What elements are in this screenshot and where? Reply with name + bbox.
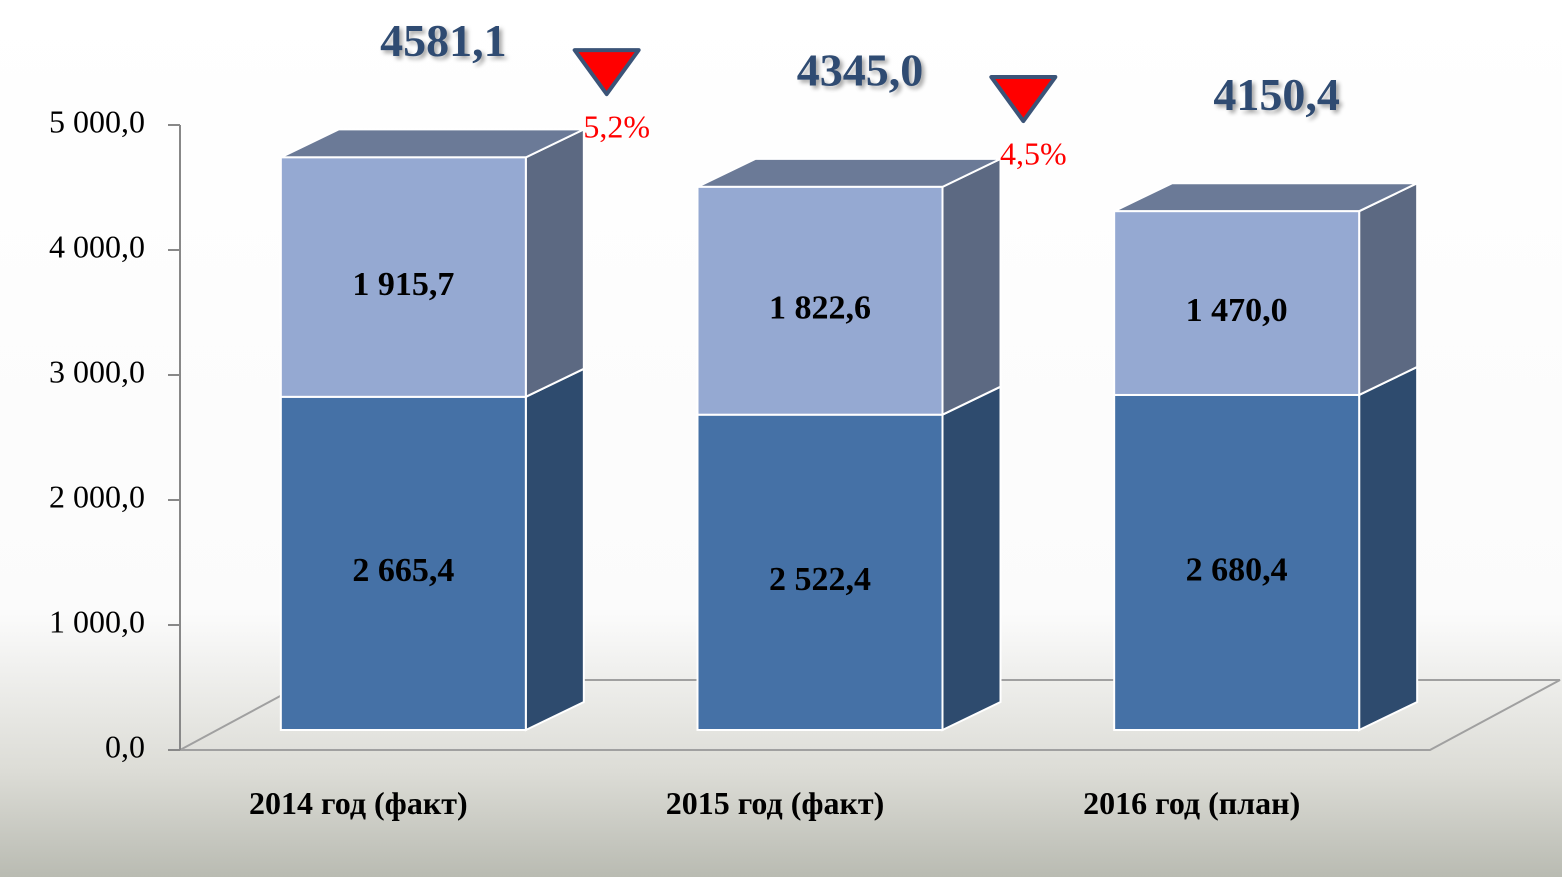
floor [179,679,1561,751]
bar [1113,210,1361,396]
x-tick-label: 2015 год (факт) [665,785,885,821]
bar [1113,393,1361,731]
y-tick-label: 0,0 [105,728,145,764]
total-label: 4345,0 [797,44,924,95]
bar-side [941,157,1002,417]
x-tick-label: 2014 год (факт) [249,785,468,821]
y-tick-label: 3 000,0 [49,353,145,389]
bar-side [524,367,585,732]
value-label: 2 665,4 [352,552,454,589]
value-label: 1 822,6 [769,290,871,327]
bar [279,395,527,731]
bar-side [1358,365,1419,732]
bar [696,185,944,416]
bar-side [941,385,1002,732]
value-label: 1 915,7 [352,266,454,303]
value-label: 2 522,4 [769,561,871,598]
value-label: 2 680,4 [1186,551,1288,588]
y-tick-label: 1 000,0 [49,603,145,639]
y-tick-label: 4 000,0 [49,228,145,264]
bar-side [1358,181,1419,397]
bar [279,156,527,398]
bar [696,413,944,731]
change-arrow [572,48,641,97]
total-label: 4150,4 [1213,69,1340,120]
change-label: 4,5% [1000,135,1067,171]
y-tick-label: 2 000,0 [49,478,145,514]
change-arrow [989,75,1058,124]
y-tick-label: 5 000,0 [49,103,145,139]
x-tick-label: 2016 год (план) [1083,785,1301,821]
bar-side [524,127,585,399]
value-label: 1 470,0 [1186,292,1288,329]
total-label: 4581,1 [380,15,507,66]
change-label: 5,2% [583,108,650,144]
